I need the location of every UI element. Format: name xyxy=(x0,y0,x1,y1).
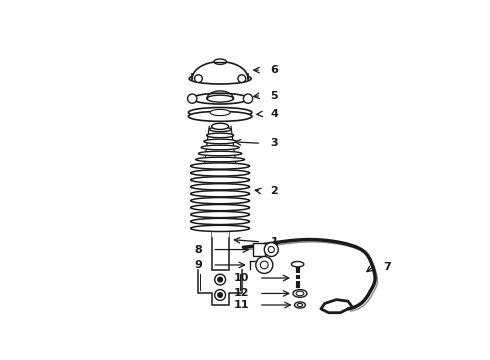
Circle shape xyxy=(215,289,225,300)
Text: 8: 8 xyxy=(195,244,202,255)
Text: 5: 5 xyxy=(270,91,278,100)
Text: 3: 3 xyxy=(270,138,278,148)
Circle shape xyxy=(218,293,222,297)
Ellipse shape xyxy=(212,123,229,130)
Circle shape xyxy=(268,247,274,253)
Circle shape xyxy=(188,94,197,103)
Text: 1: 1 xyxy=(270,237,278,247)
Ellipse shape xyxy=(296,291,304,296)
Circle shape xyxy=(260,261,268,269)
Ellipse shape xyxy=(191,198,249,204)
Ellipse shape xyxy=(297,303,303,306)
Text: 7: 7 xyxy=(383,261,391,271)
Circle shape xyxy=(238,75,245,82)
Ellipse shape xyxy=(293,289,307,297)
Ellipse shape xyxy=(188,111,252,121)
Text: 4: 4 xyxy=(270,109,278,119)
Circle shape xyxy=(244,94,253,103)
Ellipse shape xyxy=(209,127,231,132)
Ellipse shape xyxy=(294,302,305,308)
Text: 2: 2 xyxy=(270,186,278,196)
Circle shape xyxy=(195,75,202,82)
Circle shape xyxy=(264,243,278,256)
Ellipse shape xyxy=(191,218,249,225)
Ellipse shape xyxy=(207,95,233,102)
Bar xyxy=(253,243,265,256)
Ellipse shape xyxy=(191,190,249,197)
Circle shape xyxy=(256,256,273,274)
Ellipse shape xyxy=(188,108,252,117)
Text: 6: 6 xyxy=(270,65,278,75)
Circle shape xyxy=(218,277,222,282)
Text: 12: 12 xyxy=(233,288,249,298)
Ellipse shape xyxy=(191,204,249,211)
Ellipse shape xyxy=(191,184,249,190)
Ellipse shape xyxy=(189,73,251,84)
Text: 11: 11 xyxy=(233,300,249,310)
Ellipse shape xyxy=(204,139,236,144)
Ellipse shape xyxy=(207,133,234,138)
Ellipse shape xyxy=(191,177,249,183)
Ellipse shape xyxy=(191,163,249,169)
Text: 10: 10 xyxy=(233,273,249,283)
Ellipse shape xyxy=(191,170,249,176)
Ellipse shape xyxy=(210,109,230,116)
Ellipse shape xyxy=(196,157,245,162)
Ellipse shape xyxy=(214,59,226,64)
Ellipse shape xyxy=(292,261,304,267)
Text: 9: 9 xyxy=(195,260,202,270)
Bar xyxy=(212,232,229,270)
Ellipse shape xyxy=(191,225,249,231)
Ellipse shape xyxy=(191,211,249,218)
Ellipse shape xyxy=(198,151,242,156)
Circle shape xyxy=(215,274,225,285)
Ellipse shape xyxy=(192,93,248,104)
Ellipse shape xyxy=(201,145,239,150)
